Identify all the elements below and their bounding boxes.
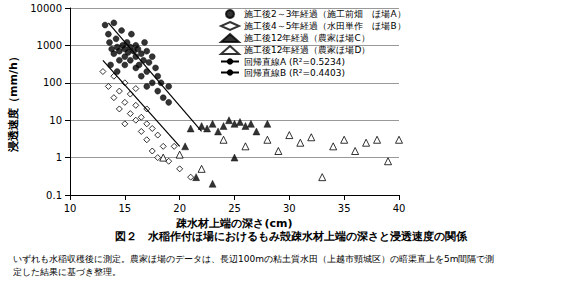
svg-text:10: 10 [49, 115, 62, 126]
svg-text:施工後12年経過（農家ほ場D）: 施工後12年経過（農家ほ場D） [244, 45, 370, 55]
svg-text:疎水材上端の深さ(cm): 疎水材上端の深さ(cm) [175, 217, 292, 230]
svg-text:施工後2～3年経過（施工前畑 ほ場A）: 施工後2～3年経過（施工前畑 ほ場A） [244, 9, 406, 19]
svg-text:15: 15 [118, 203, 131, 214]
svg-text:25: 25 [228, 203, 241, 214]
svg-text:1: 1 [56, 152, 62, 163]
svg-text:35: 35 [338, 203, 351, 214]
svg-text:10000: 10000 [30, 3, 62, 14]
svg-text:施工後4～5年経過（水田単作 ほ場B）: 施工後4～5年経過（水田単作 ほ場B） [244, 21, 406, 31]
svg-text:回帰直線B (R²=0.4403): 回帰直線B (R²=0.4403) [244, 68, 345, 78]
svg-text:回帰直線A (R²=0.5234): 回帰直線A (R²=0.5234) [244, 57, 345, 67]
svg-text:0.1: 0.1 [46, 190, 62, 201]
svg-text:100: 100 [43, 77, 62, 88]
svg-text:いずれも水稲収穫後に測定。農家ほ場のデータは、長辺100mの: いずれも水稲収穫後に測定。農家ほ場のデータは、長辺100mの粘土質水田（上越市頸… [13, 254, 494, 264]
svg-text:定した結果に基づき整理。: 定した結果に基づき整理。 [13, 267, 121, 277]
svg-text:30: 30 [283, 203, 296, 214]
svg-text:施工後12年経過（農家ほ場C）: 施工後12年経過（農家ほ場C） [244, 33, 370, 43]
svg-text:1000: 1000 [37, 40, 62, 51]
svg-text:20: 20 [173, 203, 186, 214]
svg-text:10: 10 [64, 203, 77, 214]
svg-text:浸透速度（mm/h）: 浸透速度（mm/h） [7, 51, 20, 153]
svg-text:40: 40 [393, 203, 406, 214]
svg-text:図２ 水稲作付ほ場におけるもみ殻疎水材上端の深さと浸透速度の: 図２ 水稲作付ほ場におけるもみ殻疎水材上端の深さと浸透速度の関係 [115, 230, 468, 243]
